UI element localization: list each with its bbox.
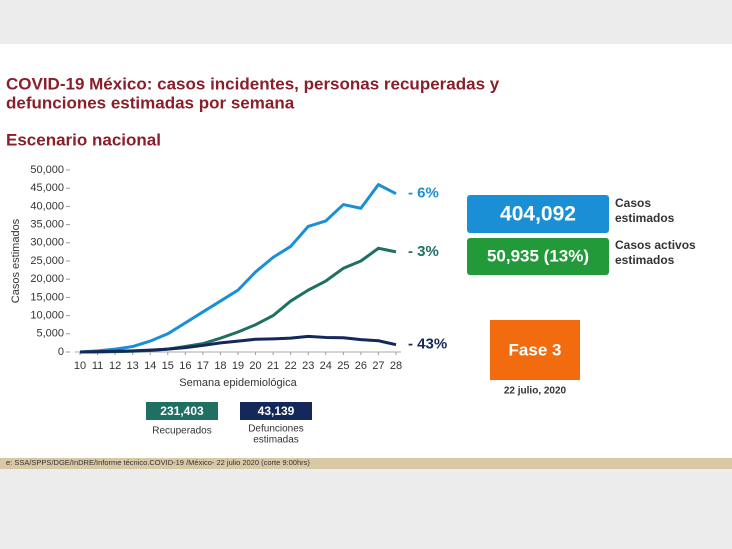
title: defunciones estimadas por semana bbox=[6, 93, 295, 112]
defunciones-value: 43,139 bbox=[258, 404, 295, 418]
y-tick-label: 5,000 bbox=[36, 328, 64, 340]
casos-label: Casos estimados bbox=[615, 196, 675, 225]
y-tick-label: 0 bbox=[58, 346, 64, 358]
x-tick-label: 11 bbox=[92, 360, 103, 372]
fase-box bbox=[490, 320, 580, 380]
fase-date: 22 julio, 2020 bbox=[504, 386, 567, 397]
subtitle: Escenario nacional bbox=[6, 130, 161, 149]
y-tick-label: 45,000 bbox=[30, 182, 64, 194]
end-label: - 43% bbox=[408, 336, 447, 353]
activos-value: 50,935 (13%) bbox=[487, 246, 589, 265]
y-tick-label: 10,000 bbox=[30, 310, 64, 322]
x-tick-label: 21 bbox=[267, 360, 279, 372]
plot: 0 5,000 10,000 15,000 20,000 25,000 30,000 35,0… bbox=[30, 164, 447, 372]
y-tick-label: 30,000 bbox=[30, 237, 64, 249]
recuperados-value: 231,403 bbox=[160, 404, 204, 418]
x-tick-label: 22 bbox=[285, 360, 297, 372]
line bbox=[79, 183, 397, 354]
x-tick-label: 25 bbox=[337, 360, 349, 372]
x-tick-label: 17 bbox=[197, 360, 209, 372]
casos-value: 404,092 bbox=[500, 203, 576, 226]
x-tick-label: 28 bbox=[390, 360, 402, 372]
fase-value: Fase 3 bbox=[509, 340, 562, 359]
activos-box bbox=[467, 238, 609, 275]
footer-band bbox=[0, 458, 732, 469]
recuperados-box bbox=[146, 402, 218, 420]
x-tick-label: 15 bbox=[162, 360, 174, 372]
end-label: - 6% bbox=[408, 185, 439, 202]
activos-label-box: Casos activos estimados bbox=[615, 238, 696, 267]
x-tick-label: 19 bbox=[232, 360, 244, 372]
defunciones-label: estimadas bbox=[253, 435, 299, 446]
casos-box bbox=[467, 195, 609, 233]
x-tick-label: 13 bbox=[127, 360, 139, 372]
y-tick-label: 20,000 bbox=[30, 273, 64, 285]
recuperados-label: Recuperados bbox=[152, 426, 211, 437]
source: e: SSA/SPPS/DGE/InDRE/Informe técnico.CO… bbox=[6, 458, 310, 467]
activos-label: Casos activos estimados bbox=[615, 238, 696, 267]
slide-body bbox=[0, 44, 732, 458]
x-tick-label: 23 bbox=[302, 360, 314, 372]
title: COVID-19 México: casos incidentes, perso… bbox=[6, 74, 500, 93]
x-tick-label: 10 bbox=[74, 360, 86, 372]
y-axis-label: Casos estimados bbox=[10, 218, 22, 303]
end-label: - 3% bbox=[408, 243, 439, 260]
defunciones-label: Defunciones bbox=[248, 424, 304, 435]
y-tick-label: 50,000 bbox=[30, 164, 64, 176]
x-axis-label: Semana epidemiológica bbox=[179, 377, 297, 389]
x-tick-label: 27 bbox=[372, 360, 384, 372]
x-tick-label: 16 bbox=[179, 360, 191, 372]
line bbox=[79, 334, 397, 354]
casos-label-box: Casos estimados bbox=[615, 196, 675, 225]
y-tick-label: 25,000 bbox=[30, 255, 64, 267]
x-tick-label: 20 bbox=[249, 360, 261, 372]
x-tick-label: 24 bbox=[320, 360, 332, 372]
y-tick-label: 15,000 bbox=[30, 291, 64, 303]
x-tick-label: 18 bbox=[214, 360, 226, 372]
y-tick-label: 40,000 bbox=[30, 200, 64, 212]
x-tick-label: 12 bbox=[109, 360, 121, 372]
x-tick-label: 26 bbox=[355, 360, 367, 372]
defunciones-box bbox=[240, 402, 312, 420]
y-tick-label: 35,000 bbox=[30, 219, 64, 231]
x-tick-label: 14 bbox=[144, 360, 156, 372]
